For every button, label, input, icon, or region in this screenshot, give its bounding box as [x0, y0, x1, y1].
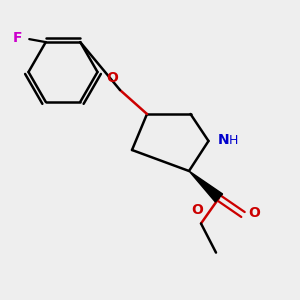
Text: N: N: [218, 133, 229, 146]
Text: O: O: [191, 203, 203, 218]
Polygon shape: [189, 171, 223, 202]
Text: O: O: [248, 206, 260, 220]
Text: O: O: [106, 70, 119, 85]
Text: F: F: [12, 31, 22, 45]
Text: H: H: [229, 134, 238, 147]
